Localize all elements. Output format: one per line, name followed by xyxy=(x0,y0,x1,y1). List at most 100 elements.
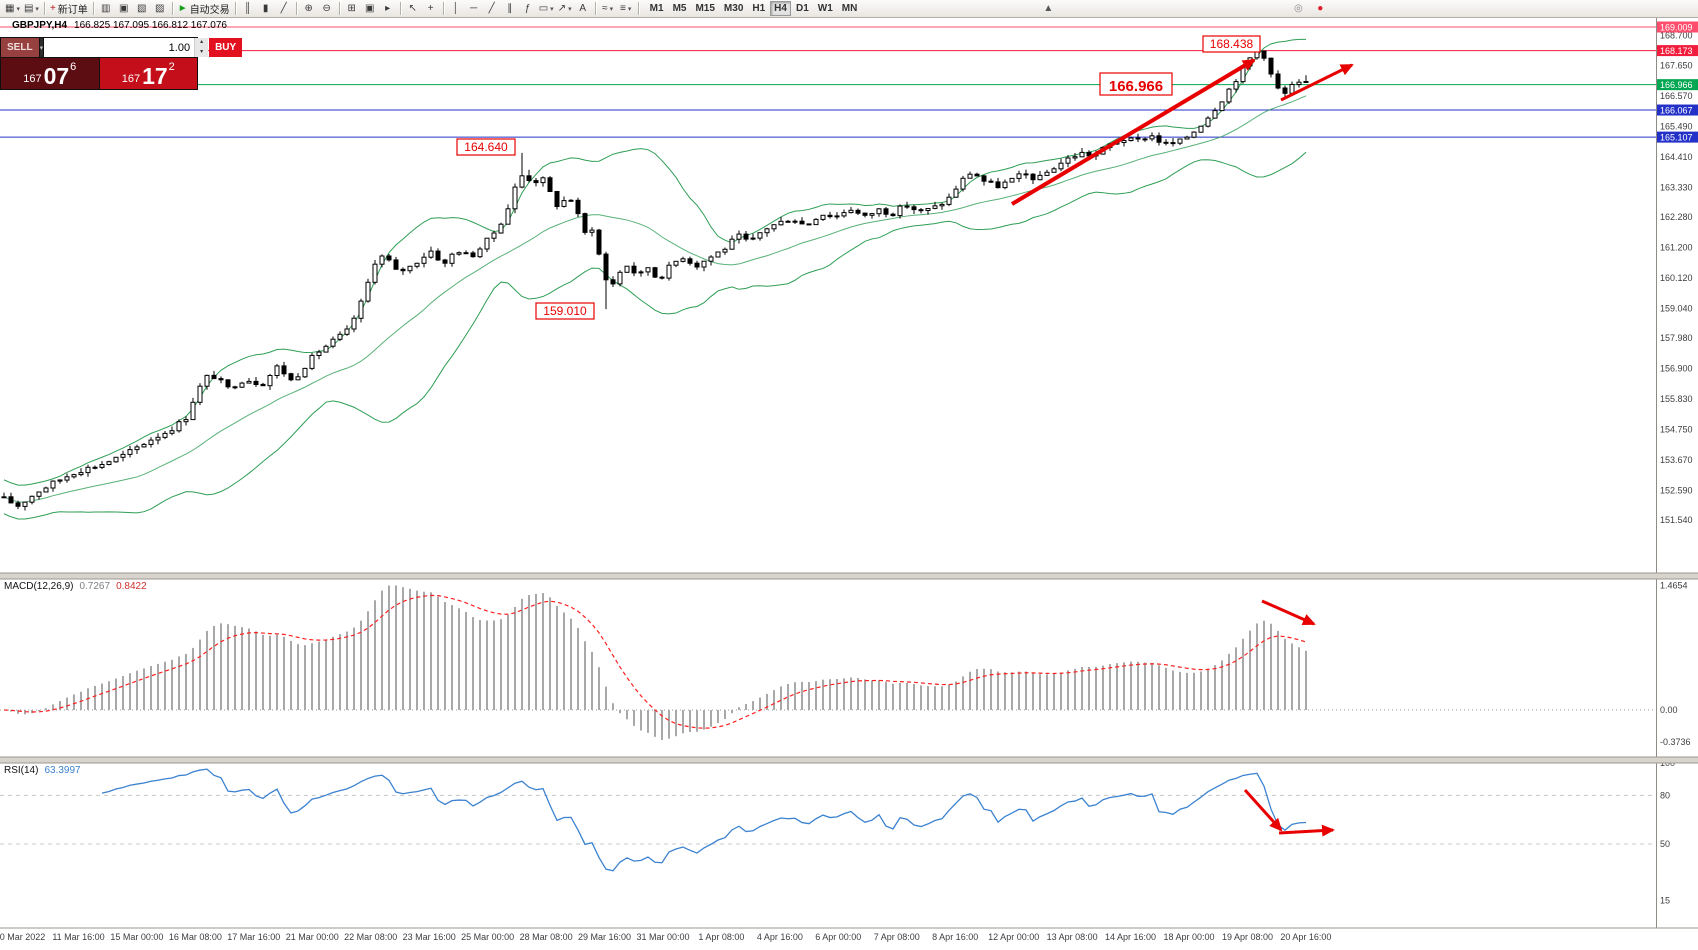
search-button[interactable]: ◎ xyxy=(1289,1,1307,17)
vertical-line-button[interactable]: │ xyxy=(447,1,465,17)
chart-area[interactable]: 168.700 167.650 166.570 165.490 164.410 163.3… xyxy=(0,18,1698,945)
timeframe-d1[interactable]: D1 xyxy=(792,1,813,16)
chart-header: GBPJPY,H4 166.825 167.095 166.812 167.076 xyxy=(12,20,227,31)
terminal-button[interactable]: ▨ xyxy=(151,1,169,17)
autotrading-icon: ► xyxy=(177,2,188,14)
volume-stepper: ▴ ▾ xyxy=(194,38,209,57)
panel-separator[interactable] xyxy=(0,572,1698,580)
svg-text:4 Apr 16:00: 4 Apr 16:00 xyxy=(757,932,803,942)
arrows-tool-button[interactable]: ↗ ▾ xyxy=(556,1,574,17)
buy-price-tile[interactable]: 167 17 2 xyxy=(99,58,197,89)
timeframe-mn[interactable]: MN xyxy=(838,1,862,16)
chart-bars-button[interactable]: ║ xyxy=(239,1,257,17)
sell-price-tile[interactable]: 167 07 6 xyxy=(1,58,99,89)
timeframe-h4[interactable]: H4 xyxy=(770,1,791,16)
svg-text:10 Mar 2022: 10 Mar 2022 xyxy=(0,932,45,942)
toolbar-separator xyxy=(399,2,401,15)
profiles-button[interactable]: ▤ ▾ xyxy=(22,1,41,17)
tile-windows-icon: ⊞ xyxy=(347,2,356,14)
market-watch-button[interactable]: ▥ xyxy=(97,1,115,17)
chart-shift-button[interactable]: ▸ xyxy=(379,1,397,17)
navigator-button[interactable]: ▧ xyxy=(133,1,151,17)
timeframe-m30[interactable]: M30 xyxy=(720,1,747,16)
auto-arrange-button[interactable]: ▣ xyxy=(361,1,379,17)
svg-text:169.009: 169.009 xyxy=(1660,23,1693,33)
cursor-button[interactable]: ↖ xyxy=(404,1,422,17)
svg-text:168.700: 168.700 xyxy=(1660,31,1693,41)
zoom-out-button[interactable]: ⊖ xyxy=(318,1,336,17)
chart-line-icon: ╱ xyxy=(280,2,287,14)
timeframe-h1[interactable]: H1 xyxy=(748,1,769,16)
svg-text:11 Mar 16:00: 11 Mar 16:00 xyxy=(52,932,104,942)
fibonacci-button[interactable]: ƒ xyxy=(519,1,537,17)
zoom-out-icon: ⊖ xyxy=(322,2,331,14)
equidistant-channel-button[interactable]: ∥ xyxy=(501,1,519,17)
volume-input[interactable] xyxy=(44,38,195,57)
chart-canvas[interactable]: 168.700 167.650 166.570 165.490 164.410 163.3… xyxy=(0,18,1698,945)
time-axis[interactable]: 10 Mar 2022 11 Mar 16:00 15 Mar 00:00 16 Ma… xyxy=(0,932,1331,942)
toolbar-separator xyxy=(295,2,297,15)
new-order-button[interactable]: + 新订单 xyxy=(48,1,90,17)
autotrading-button[interactable]: ► 自动交易 xyxy=(176,1,232,17)
macd-signal-value: 0.8422 xyxy=(116,581,147,592)
new-order-label: 新订单 xyxy=(57,5,88,16)
chart-candles-button[interactable]: ▮ xyxy=(257,1,275,17)
trendline-button[interactable]: ╱ xyxy=(483,1,501,17)
timeframe-m5[interactable]: M5 xyxy=(669,1,691,16)
shapes-button[interactable]: ▭ ▾ xyxy=(537,1,556,17)
rsi-name: RSI(14) xyxy=(4,765,39,776)
trend-arrows[interactable] xyxy=(1010,58,1354,837)
horizontal-level-lines[interactable] xyxy=(0,26,1656,138)
svg-text:15: 15 xyxy=(1660,896,1670,906)
svg-text:31 Mar 00:00: 31 Mar 00:00 xyxy=(636,932,689,942)
text-label-icon: A xyxy=(579,2,586,14)
chart-candles-icon: ▮ xyxy=(262,2,269,14)
timeframe-m15[interactable]: M15 xyxy=(691,1,718,16)
search-icon: ◎ xyxy=(1293,2,1303,14)
text-label-button[interactable]: A xyxy=(574,1,592,17)
svg-text:152.590: 152.590 xyxy=(1660,485,1693,495)
volume-decrease-button[interactable]: ▾ xyxy=(195,47,209,57)
svg-text:159.010: 159.010 xyxy=(543,304,587,318)
svg-text:1.4654: 1.4654 xyxy=(1660,580,1688,590)
vertical-line-icon: │ xyxy=(452,2,459,14)
chart-line-button[interactable]: ╱ xyxy=(275,1,293,17)
price-scale[interactable]: 168.700 167.650 166.570 165.490 164.410 163.3… xyxy=(1656,18,1698,945)
svg-text:157.980: 157.980 xyxy=(1660,333,1693,343)
toolbar-separator xyxy=(171,2,173,15)
auto-arrange-icon: ▣ xyxy=(364,2,375,14)
price-annotations[interactable]: 168.438 166.966 164.640 159.010 xyxy=(456,35,1261,320)
new-chart-button[interactable]: ▦ ▾ xyxy=(3,1,22,17)
toolbar-separator xyxy=(43,2,45,15)
indicators-button[interactable]: ≈ ▾ xyxy=(599,1,617,17)
objects-list-button[interactable]: ≡ ▾ xyxy=(617,1,635,17)
toolbar-separator xyxy=(234,2,236,15)
zoom-in-button[interactable]: ⊕ xyxy=(300,1,318,17)
timeframe-w1[interactable]: W1 xyxy=(814,1,837,16)
timeframe-m1[interactable]: M1 xyxy=(646,1,668,16)
scroll-to-top-button[interactable]: ▲ xyxy=(1039,1,1057,17)
crosshair-button[interactable]: + xyxy=(422,1,440,17)
chevron-down-icon: ▾ xyxy=(200,48,204,55)
svg-text:20 Apr 16:00: 20 Apr 16:00 xyxy=(1280,932,1331,942)
ohlc-values: 166.825 167.095 166.812 167.076 xyxy=(74,20,227,31)
autotrading-label: 自动交易 xyxy=(189,5,230,16)
buy-button[interactable]: BUY xyxy=(209,38,243,57)
sell-button[interactable]: SELL xyxy=(1,38,39,57)
svg-text:8 Apr 16:00: 8 Apr 16:00 xyxy=(932,932,978,942)
svg-text:7 Apr 08:00: 7 Apr 08:00 xyxy=(874,932,920,942)
data-window-button[interactable]: ▣ xyxy=(115,1,133,17)
svg-text:165.490: 165.490 xyxy=(1660,121,1693,131)
alerts-button[interactable]: ● xyxy=(1311,1,1329,17)
tile-windows-button[interactable]: ⊞ xyxy=(343,1,361,17)
volume-increase-button[interactable]: ▴ xyxy=(195,38,209,48)
horizontal-line-button[interactable]: ─ xyxy=(465,1,483,17)
indicators-icon: ≈ xyxy=(602,2,608,14)
data-window-icon: ▣ xyxy=(119,2,129,14)
equidistant-channel-icon: ∥ xyxy=(507,2,513,14)
new-chart-icon: ▦ xyxy=(5,2,15,14)
order-mode-dropdown[interactable]: ▾ xyxy=(39,38,44,57)
svg-text:17 Mar 16:00: 17 Mar 16:00 xyxy=(227,932,280,942)
panel-separator[interactable] xyxy=(0,756,1698,764)
